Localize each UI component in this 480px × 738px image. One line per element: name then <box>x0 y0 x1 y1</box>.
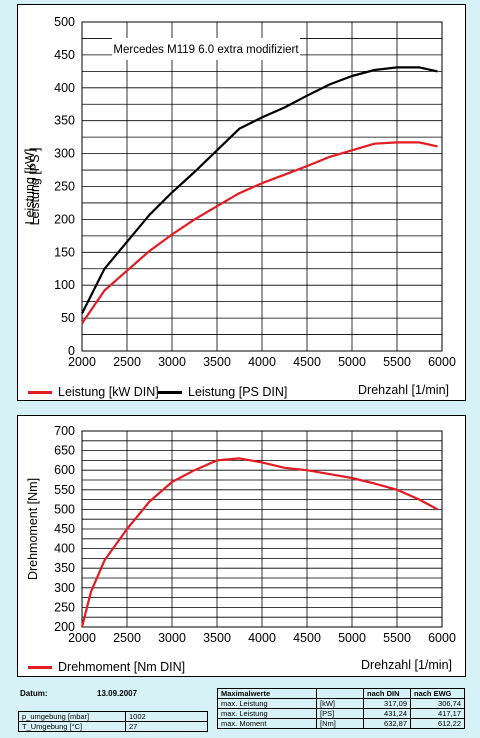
series-line-0 <box>81 141 438 325</box>
x-tick-label: 5000 <box>338 631 366 645</box>
datum-label: Datum: <box>20 689 48 698</box>
series-line-1 <box>81 66 438 314</box>
x-tick-label: 3000 <box>158 631 186 645</box>
table-row: max. Moment [Nm] 632,87 612,22 <box>217 718 465 729</box>
y-tick-label: 450 <box>54 48 75 62</box>
table-header: nach DIN <box>363 688 411 699</box>
row-label: max. Moment <box>217 718 317 729</box>
y-tick-label: 300 <box>54 147 75 161</box>
row-unit: [kW] <box>316 698 364 709</box>
legend-label-nm: Drehmoment [Nm DIN] <box>58 660 186 674</box>
x-tick-label: 2500 <box>113 355 141 369</box>
y-axis-label: Leistung [PS ] <box>28 148 42 226</box>
x-tick-label: 4000 <box>248 355 276 369</box>
x-axis-label: Drehzahl [1/min] <box>361 658 453 672</box>
y-tick-label: 650 <box>54 444 75 458</box>
row-din: 431,24 <box>363 708 411 719</box>
y-axis-label: Drehmoment [Nm] <box>26 478 40 580</box>
chart-title: Mercedes M119 6.0 extra modifiziert <box>113 44 299 56</box>
torque-chart-panel: 200 250 300 350 400 450 500 550 600 650 700 2000 250… <box>17 415 466 677</box>
legend-swatch-kw <box>28 390 52 394</box>
table-header: Maximalwerte <box>217 688 317 699</box>
y-tick-label: 700 <box>54 424 75 438</box>
row-unit: [PS] <box>316 708 364 719</box>
title-box <box>112 38 300 60</box>
x-axis-label: Drehzahl [1/min] <box>358 383 450 397</box>
x-tick-label: 4500 <box>293 355 321 369</box>
table-header <box>316 688 364 699</box>
max-values-table: Maximalwerte nach DIN nach EWG max. Leis… <box>217 688 465 729</box>
y-tick-label: 250 <box>54 600 75 614</box>
row-ewg: 612,22 <box>410 718 465 729</box>
y-tick-label: 550 <box>54 483 75 497</box>
plot-area-border <box>81 21 443 352</box>
ambient-value: 1002 <box>125 711 208 722</box>
row-unit: [Nm] <box>316 718 364 729</box>
x-tick-label: 2000 <box>68 631 96 645</box>
ambient-label: T_Umgebung [°C] <box>18 721 126 732</box>
grid <box>81 430 443 628</box>
x-tick-label: 2500 <box>113 631 141 645</box>
y-tick-label: 600 <box>54 463 75 477</box>
ambient-value: 27 <box>125 721 208 732</box>
table-row: max. Leistung [PS] 431,24 417,17 <box>217 708 465 719</box>
legend-swatch-nm <box>28 665 52 669</box>
x-tick-label: 2000 <box>68 355 96 369</box>
x-tick-label: 6000 <box>428 355 456 369</box>
table-row: T_Umgebung [°C] 27 <box>18 721 208 732</box>
x-tick-label: 3500 <box>203 355 231 369</box>
row-label: max. Leistung <box>217 708 317 719</box>
y-tick-label: 200 <box>54 620 75 634</box>
x-tick-label: 5500 <box>383 631 411 645</box>
ambient-label: p_umgebung [mbar] <box>18 711 126 722</box>
row-ewg: 417,17 <box>410 708 465 719</box>
plot-area-border <box>81 430 443 628</box>
legend-item-nm: Drehmoment [Nm DIN] <box>28 660 185 674</box>
grid <box>81 21 443 352</box>
y-tick-label: 350 <box>54 561 75 575</box>
row-label: max. Leistung <box>217 698 317 709</box>
y-axis-label: Leistung [kW] <box>23 149 37 225</box>
row-ewg: 306,74 <box>410 698 465 709</box>
y-tick-label: 500 <box>54 502 75 516</box>
torque-chart: 200 250 300 350 400 450 500 550 600 650 700 2000 250… <box>26 424 456 645</box>
y-tick-label: 250 <box>54 180 75 194</box>
power-chart-panel: 0 50 100 150 200 250 300 350 400 450 500 2000 2500 30… <box>17 4 466 401</box>
y-tick-label: 100 <box>54 278 75 292</box>
y-tick-label: 400 <box>54 81 75 95</box>
x-tick-label: 4500 <box>293 631 321 645</box>
row-din: 632,87 <box>363 718 411 729</box>
x-tick-label: 3000 <box>158 355 186 369</box>
x-tick-label: 4000 <box>248 631 276 645</box>
table-row: Maximalwerte nach DIN nach EWG <box>217 688 465 699</box>
y-tick-label: 450 <box>54 522 75 536</box>
row-din: 317,09 <box>363 698 411 709</box>
x-tick-label: 5500 <box>383 355 411 369</box>
ambient-table: p_umgebung [mbar] 1002 T_Umgebung [°C] 2… <box>18 711 208 732</box>
x-tick-label: 5000 <box>338 355 366 369</box>
legend-item-ps: Leistung [PS DIN] <box>158 385 287 399</box>
y-tick-label: 50 <box>61 311 75 325</box>
y-tick-label: 300 <box>54 581 75 595</box>
series-line-0 <box>80 457 439 628</box>
y-tick-label: 350 <box>54 114 75 128</box>
x-tick-label: 3500 <box>203 631 231 645</box>
table-row: max. Leistung [kW] 317,09 306,74 <box>217 698 465 709</box>
y-tick-label: 150 <box>54 245 75 259</box>
y-tick-label: 200 <box>54 212 75 226</box>
table-row: p_umgebung [mbar] 1002 <box>18 711 208 722</box>
legend-swatch-ps <box>158 390 182 394</box>
y-tick-label: 500 <box>54 15 75 29</box>
y-tick-label: 0 <box>68 344 75 358</box>
power-chart: 0 50 100 150 200 250 300 350 400 450 500 2000 2500 30… <box>23 15 456 369</box>
legend-label-kw: Leistung [kW DIN] <box>58 385 159 399</box>
x-tick-label: 6000 <box>428 631 456 645</box>
datum-value: 13.09.2007 <box>97 689 138 698</box>
legend-label-ps: Leistung [PS DIN] <box>188 385 288 399</box>
y-tick-label: 400 <box>54 542 75 556</box>
table-header: nach EWG <box>410 688 465 699</box>
legend-item-kw: Leistung [kW DIN] <box>28 385 159 399</box>
